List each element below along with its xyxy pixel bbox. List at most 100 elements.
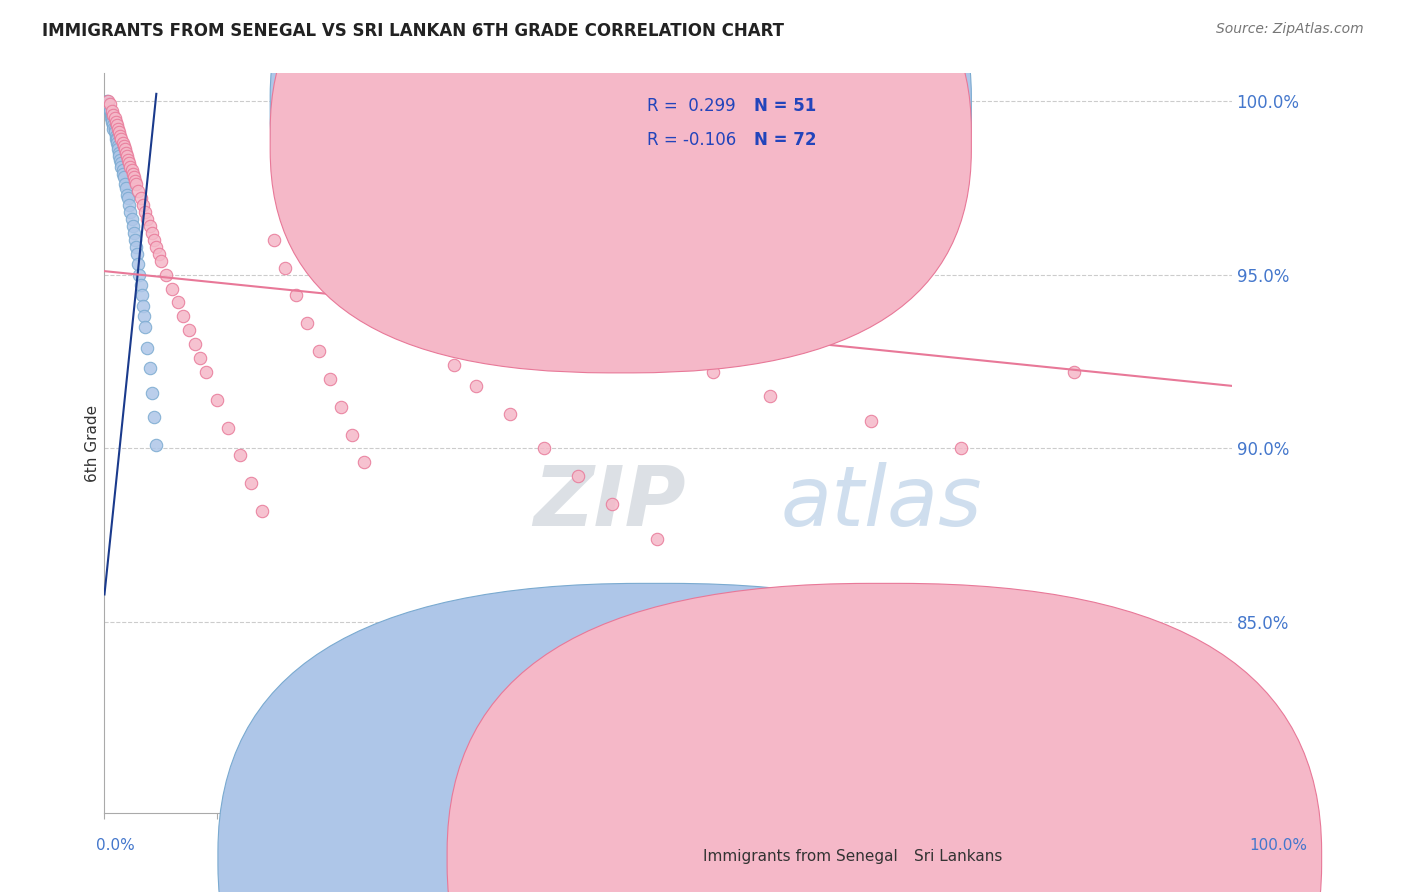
Point: [111, 136, 134, 150]
Point: [758, 389, 780, 403]
Point: [101, 114, 124, 128]
Text: N = 51: N = 51: [754, 97, 815, 115]
Point: [105, 118, 128, 132]
Point: [98, 97, 121, 112]
Point: [121, 163, 143, 178]
Point: [117, 153, 139, 167]
Point: [342, 427, 364, 442]
Point: [141, 385, 163, 400]
Point: [104, 121, 127, 136]
Point: [125, 178, 148, 192]
Point: [121, 212, 143, 227]
Point: [124, 174, 146, 188]
Point: [120, 160, 142, 174]
Point: [107, 143, 129, 157]
Point: [353, 455, 375, 469]
Text: N = 72: N = 72: [754, 131, 817, 149]
Point: [149, 253, 172, 268]
Point: [263, 233, 285, 247]
Point: [127, 257, 149, 271]
Point: [115, 187, 138, 202]
Point: [465, 379, 488, 393]
Point: [124, 233, 146, 247]
Point: [125, 240, 148, 254]
Point: [103, 121, 125, 136]
Point: [118, 198, 141, 212]
Point: [97, 94, 120, 108]
Point: [104, 125, 127, 139]
Point: [443, 358, 465, 372]
Point: [115, 180, 138, 194]
Point: [645, 532, 668, 546]
Point: [177, 323, 200, 337]
Point: [131, 288, 153, 302]
Point: [138, 219, 160, 233]
Text: 0.0%: 0.0%: [96, 838, 135, 853]
Point: [252, 504, 274, 518]
Point: [398, 316, 420, 330]
Point: [98, 101, 121, 115]
Point: [172, 310, 194, 324]
Point: [96, 94, 118, 108]
Point: [100, 108, 122, 122]
Point: [110, 156, 132, 170]
Point: [104, 132, 127, 146]
Text: R =  0.299: R = 0.299: [647, 97, 735, 115]
Point: [107, 121, 129, 136]
Point: [108, 145, 131, 160]
Point: [120, 205, 142, 219]
Point: [134, 205, 156, 219]
Point: [118, 156, 141, 170]
Point: [101, 104, 124, 119]
Point: [240, 476, 263, 491]
Point: [117, 191, 139, 205]
Point: [104, 114, 127, 128]
Point: [145, 240, 167, 254]
Point: [114, 178, 136, 192]
Point: [132, 198, 155, 212]
Point: [115, 149, 138, 163]
Point: [108, 125, 131, 139]
FancyBboxPatch shape: [270, 0, 972, 373]
Text: ZIP: ZIP: [533, 462, 686, 543]
Point: [98, 104, 121, 119]
Y-axis label: 6th Grade: 6th Grade: [86, 405, 100, 482]
Point: [122, 226, 145, 240]
Text: 100.0%: 100.0%: [1250, 838, 1308, 853]
Point: [112, 139, 135, 153]
Point: [217, 420, 239, 434]
Point: [567, 469, 589, 483]
Point: [128, 268, 150, 282]
Text: Source: ZipAtlas.com: Source: ZipAtlas.com: [1216, 22, 1364, 37]
Point: [111, 163, 134, 178]
Text: R = -0.106: R = -0.106: [647, 131, 735, 149]
Point: [115, 145, 138, 160]
Point: [127, 184, 149, 198]
Point: [1063, 365, 1085, 379]
Point: [112, 170, 135, 185]
Point: [104, 128, 127, 143]
Point: [105, 132, 128, 146]
Point: [308, 344, 330, 359]
Point: [160, 281, 183, 295]
Text: atlas: atlas: [780, 462, 983, 543]
Point: [121, 219, 143, 233]
Point: [136, 341, 159, 355]
Point: [97, 97, 120, 112]
FancyBboxPatch shape: [270, 0, 972, 339]
Point: [110, 132, 132, 146]
Text: IMMIGRANTS FROM SENEGAL VS SRI LANKAN 6TH GRADE CORRELATION CHART: IMMIGRANTS FROM SENEGAL VS SRI LANKAN 6T…: [42, 22, 785, 40]
Point: [285, 288, 308, 302]
Point: [319, 372, 342, 386]
Point: [132, 310, 155, 324]
Point: [297, 316, 319, 330]
Point: [274, 260, 297, 275]
Point: [141, 226, 163, 240]
Point: [188, 351, 211, 365]
Point: [950, 442, 973, 456]
Point: [134, 319, 156, 334]
Point: [375, 288, 398, 302]
Point: [702, 365, 724, 379]
Point: [103, 118, 125, 132]
Point: [600, 497, 623, 511]
